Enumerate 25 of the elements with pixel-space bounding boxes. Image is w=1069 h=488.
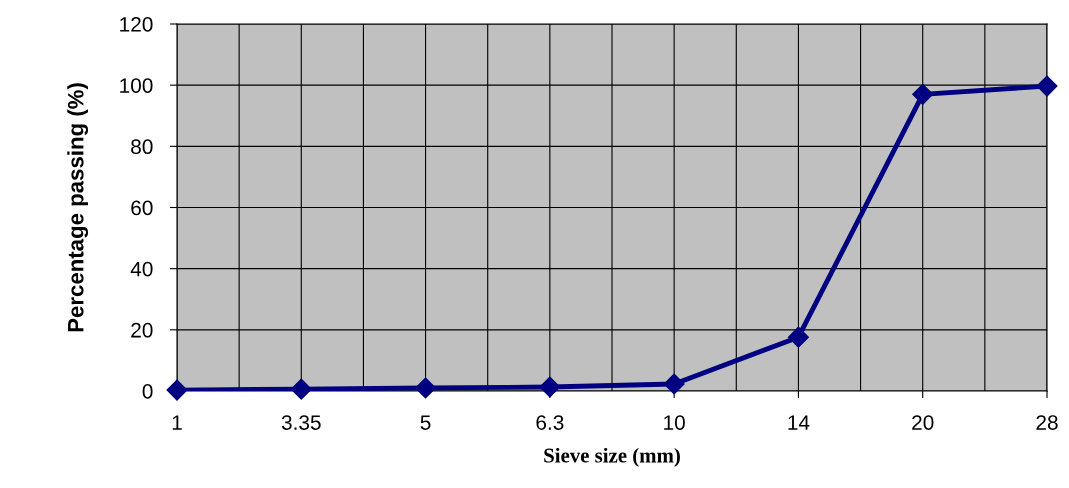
y-tick-label: 60 <box>131 200 153 216</box>
x-tick-label: 28 <box>1036 415 1058 430</box>
y-tick-label: 20 <box>131 322 153 338</box>
x-tick-label: 10 <box>664 415 685 430</box>
x-tick-label: 1 <box>172 415 182 430</box>
y-tick-label: 120 <box>120 17 153 32</box>
x-tick-label: 20 <box>912 415 934 430</box>
point <box>912 83 934 105</box>
y-tick-label: 100 <box>120 78 153 93</box>
y-tick-label: 0 <box>142 384 153 399</box>
x-tick-label: 3.35 <box>281 415 321 430</box>
y-tick-label: 40 <box>130 261 153 277</box>
point <box>166 379 188 401</box>
x-axis-title: Sieve size (mm) <box>544 447 680 467</box>
y-axis-title: Percentage passing (%) <box>67 83 89 332</box>
x-tick-label: 5 <box>420 415 431 430</box>
point <box>415 377 437 399</box>
point <box>290 378 312 400</box>
point <box>1036 75 1058 97</box>
point <box>787 326 809 348</box>
y-tick-label: 80 <box>131 139 153 155</box>
point <box>539 376 561 398</box>
x-tick-label: 14 <box>788 415 810 430</box>
point <box>663 373 685 395</box>
x-tick-label: 6.3 <box>536 415 564 430</box>
